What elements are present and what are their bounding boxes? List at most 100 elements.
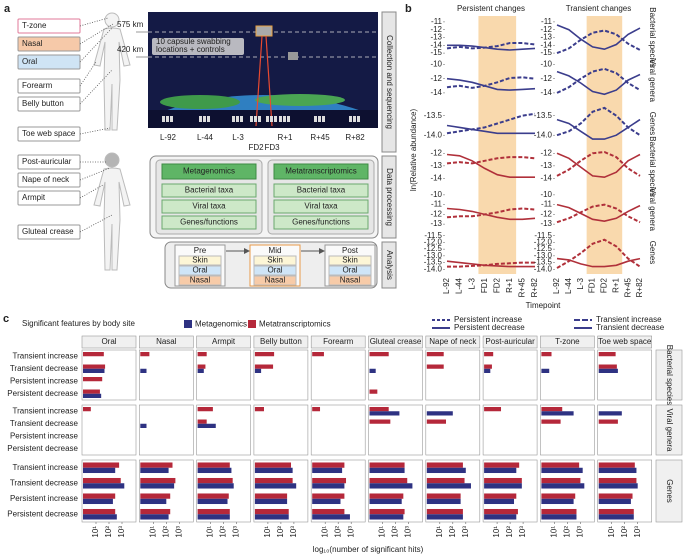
bar [312,508,345,515]
timepoint-label: L-92 [160,133,177,142]
bar [426,419,447,424]
ground-site [274,116,277,122]
figure-head [104,152,120,168]
bar [83,498,113,505]
bar [312,467,343,474]
facet [253,349,309,401]
site-header [81,335,137,349]
bar [541,419,561,424]
bar [140,462,173,468]
category-label: Persistent decrease [7,389,78,398]
site-header-label: Belly button [260,337,302,346]
ground-strip [148,110,378,128]
x-tick-label: L-44 [455,277,464,294]
x-tick-label: 10² [563,526,572,538]
trend-line [447,44,536,51]
site-header-label: Nasal [156,337,177,346]
category-label: Transient decrease [10,419,79,428]
y-tick-label: -13 [540,161,552,170]
legend-label: Persistent decrease [454,323,525,332]
y-tick-label: -14 [540,174,552,183]
site-header-label: Nape of neck [429,337,477,346]
trend-line [446,76,536,89]
ground-site [232,116,235,122]
facet [597,349,653,401]
bar [598,419,618,424]
bar [369,498,402,505]
y-tick-label: -14.0 [534,130,553,139]
bar [369,419,391,424]
step-label: Viral taxa [304,202,338,211]
x-tick-label: 10³ [232,526,241,538]
timepoint-label: FD2 [248,143,264,152]
time-title: Mid [269,246,282,255]
site-header-label: Gluteal crease [370,337,422,346]
bar [254,368,262,373]
bar [541,483,585,489]
y-tick-label: -11.5 [424,231,442,240]
ground-site [236,116,239,122]
ground-site [314,116,317,122]
y-tick-label: -13.5 [424,258,443,267]
ground-site [207,116,210,122]
bar [541,514,577,520]
category-label: Persistent increase [10,431,79,440]
bar [541,477,581,484]
y-axis-label: ln(Relative abundance) [409,109,418,192]
category-label: Transient decrease [10,364,79,373]
site-header-label: Forearm [323,337,354,346]
bar [140,498,167,505]
leader [79,167,111,181]
x-tick-label: 10¹ [206,526,215,538]
trend-line [447,261,535,268]
bar [541,368,550,373]
bar [484,364,492,369]
bar [484,462,520,468]
bar [541,493,576,499]
category-label: Persistent decrease [7,509,78,518]
ground-site [240,116,243,122]
trend-line [446,77,536,91]
site-chip-label: Skin [267,256,283,265]
row-label: Bacterial species [648,7,657,67]
altitude-label: 575 km [117,20,144,29]
bar [254,352,275,357]
category-label: Persistent increase [10,376,79,385]
bar [254,467,293,474]
bar [312,462,345,468]
bar [83,462,120,468]
y-tick-label: -12.0 [424,238,443,247]
x-tick-label: L-92 [552,277,561,294]
time-title: Post [342,246,359,255]
bar [83,514,117,520]
x-tick-label: 10² [620,526,629,538]
group-label: Viral genera [665,409,674,453]
chart-title: Significant features by body site [22,319,136,328]
timepoint-label: R+45 [310,133,330,142]
legend-label: Metatranscriptomics [259,320,331,329]
row-label: Bacterial species [648,136,657,196]
bar [197,352,207,357]
x-tick-label: 10² [391,526,400,538]
site-chip-label: Oral [342,266,357,275]
bar [83,407,91,412]
category-label: Transient increase [12,463,78,472]
bar [312,514,350,520]
y-tick-label: -14.0 [534,264,553,273]
y-tick-label: -10 [540,60,552,69]
bar [426,508,463,515]
bar [426,467,466,474]
trend-line [446,42,536,50]
bar [598,498,631,505]
trend-line [556,203,641,224]
bar [484,407,502,412]
bar [598,364,617,369]
step-label: Bacterial taxa [297,186,346,195]
bar [426,477,465,484]
stage-bar [381,11,397,153]
trend-line [556,257,641,268]
step-label: Viral taxa [192,202,226,211]
flight-shade [478,16,517,274]
timepoint-label: R+82 [345,133,365,142]
y-tick-label: -13 [430,161,442,170]
